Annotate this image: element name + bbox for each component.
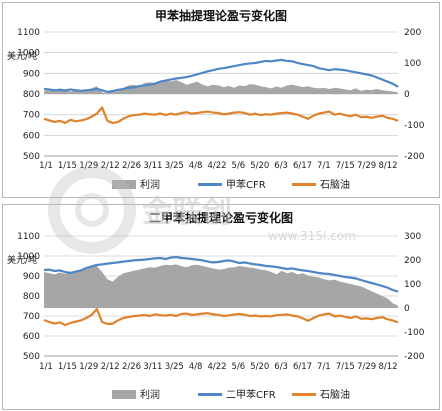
x-tick-label: 6/17 [293, 161, 312, 171]
x-tick-label: 5/6 [232, 161, 246, 171]
x-tick-label: 8/12 [378, 161, 397, 171]
profit-area-series [44, 80, 398, 94]
x-tick-label: 4/8 [189, 362, 203, 372]
x-tick-label: 3/25 [165, 362, 184, 372]
left-tick-label: 900 [23, 69, 40, 79]
x-tick-label: 5/20 [250, 362, 269, 372]
right-tick-label: 200 [404, 256, 421, 266]
right-tick-label: -100 [404, 328, 425, 338]
right-tick-label: 100 [404, 59, 421, 69]
x-tick-label: 8/12 [378, 362, 397, 372]
x-tick-label: 7/1 [317, 161, 331, 171]
cfr-line-series [43, 58, 399, 94]
profit-area-series [44, 264, 398, 308]
x-tick-label: 2/26 [122, 161, 141, 171]
left-tick-label: 600 [23, 131, 40, 141]
right-tick-label: -100 [404, 121, 425, 131]
watermark: 金联创 www.315i.com [48, 166, 356, 254]
left-tick-label: 800 [23, 292, 40, 302]
x-tick-label: 1/15 [58, 362, 77, 372]
x-tick-label: 5/6 [232, 362, 246, 372]
chart-title: 二甲苯抽提理论盈亏变化图 [149, 210, 293, 225]
right-tick-label: 0 [404, 304, 410, 314]
x-tick-label: 2/12 [101, 362, 120, 372]
x-tick-label: 1/29 [79, 362, 98, 372]
x-tick-label: 7/15 [336, 362, 355, 372]
left-tick-label: 1100 [17, 28, 40, 38]
left-tick-label: 500 [23, 152, 40, 162]
x-tick-label: 1/1 [39, 362, 53, 372]
left-tick-label: 600 [23, 332, 40, 342]
x-tick-label: 2/26 [122, 362, 141, 372]
legend-swatch-profit [112, 390, 136, 399]
x-tick-label: 7/29 [357, 362, 376, 372]
x-tick-label: 4/22 [207, 161, 226, 171]
legend-label: 利润 [140, 388, 160, 401]
x-tick-label: 3/11 [143, 161, 162, 171]
left-axis-unit: 美元/吨 [7, 50, 37, 62]
legend-label: 石脑油 [320, 388, 350, 401]
legend-label: 二甲苯CFR [226, 388, 276, 401]
legend-label: 石脑油 [320, 178, 350, 191]
legend-label: 利润 [140, 178, 160, 191]
right-tick-label: 0 [404, 90, 410, 100]
chart-panel-1: 甲苯抽提理论盈亏变化图美元/吨1100100090080070060050020… [2, 2, 440, 198]
x-tick-label: 3/11 [143, 362, 162, 372]
panel-frame [2, 2, 440, 198]
x-tick-label: 6/3 [274, 362, 288, 372]
left-tick-label: 1100 [17, 232, 40, 242]
x-tick-label: 6/17 [293, 362, 312, 372]
x-tick-label: 7/29 [357, 161, 376, 171]
naphtha-line-series [43, 106, 399, 125]
left-tick-label: 800 [23, 90, 40, 100]
x-tick-label: 4/22 [207, 362, 226, 372]
x-tick-label: 1/15 [58, 161, 77, 171]
left-tick-label: 700 [23, 312, 40, 322]
x-tick-label: 3/25 [165, 161, 184, 171]
right-tick-label: -200 [404, 352, 425, 362]
left-tick-label: 900 [23, 272, 40, 282]
left-tick-label: 500 [23, 352, 40, 362]
left-tick-label: 700 [23, 111, 40, 121]
left-tick-label: 1000 [17, 252, 40, 262]
x-tick-label: 1/29 [79, 161, 98, 171]
naphtha-line-series [43, 307, 399, 327]
legend-swatch-profit [112, 180, 136, 189]
right-tick-label: 300 [404, 232, 421, 242]
right-tick-label: 200 [404, 28, 421, 38]
x-tick-label: 5/20 [250, 161, 269, 171]
x-tick-label: 4/8 [189, 161, 203, 171]
x-tick-label: 7/15 [336, 161, 355, 171]
legend-label: 甲苯CFR [226, 178, 266, 191]
cfr-line-series [43, 255, 399, 293]
right-tick-label: -200 [404, 152, 425, 162]
chart-panel-2: 二甲苯抽提理论盈亏变化图美元/吨110010009008007006005003… [2, 204, 440, 410]
jlc-logo-icon [48, 166, 136, 254]
x-tick-label: 7/1 [317, 362, 331, 372]
chart-title: 甲苯抽提理论盈亏变化图 [155, 8, 287, 23]
left-tick-label: 1000 [17, 49, 40, 59]
right-tick-label: 100 [404, 280, 421, 290]
x-tick-label: 1/1 [39, 161, 53, 171]
left-axis-unit: 美元/吨 [7, 254, 37, 266]
watermark-url: www.315i.com [268, 229, 356, 243]
x-tick-label: 6/3 [274, 161, 288, 171]
watermark-brand: 金联创 [141, 195, 232, 230]
x-tick-label: 2/12 [101, 161, 120, 171]
